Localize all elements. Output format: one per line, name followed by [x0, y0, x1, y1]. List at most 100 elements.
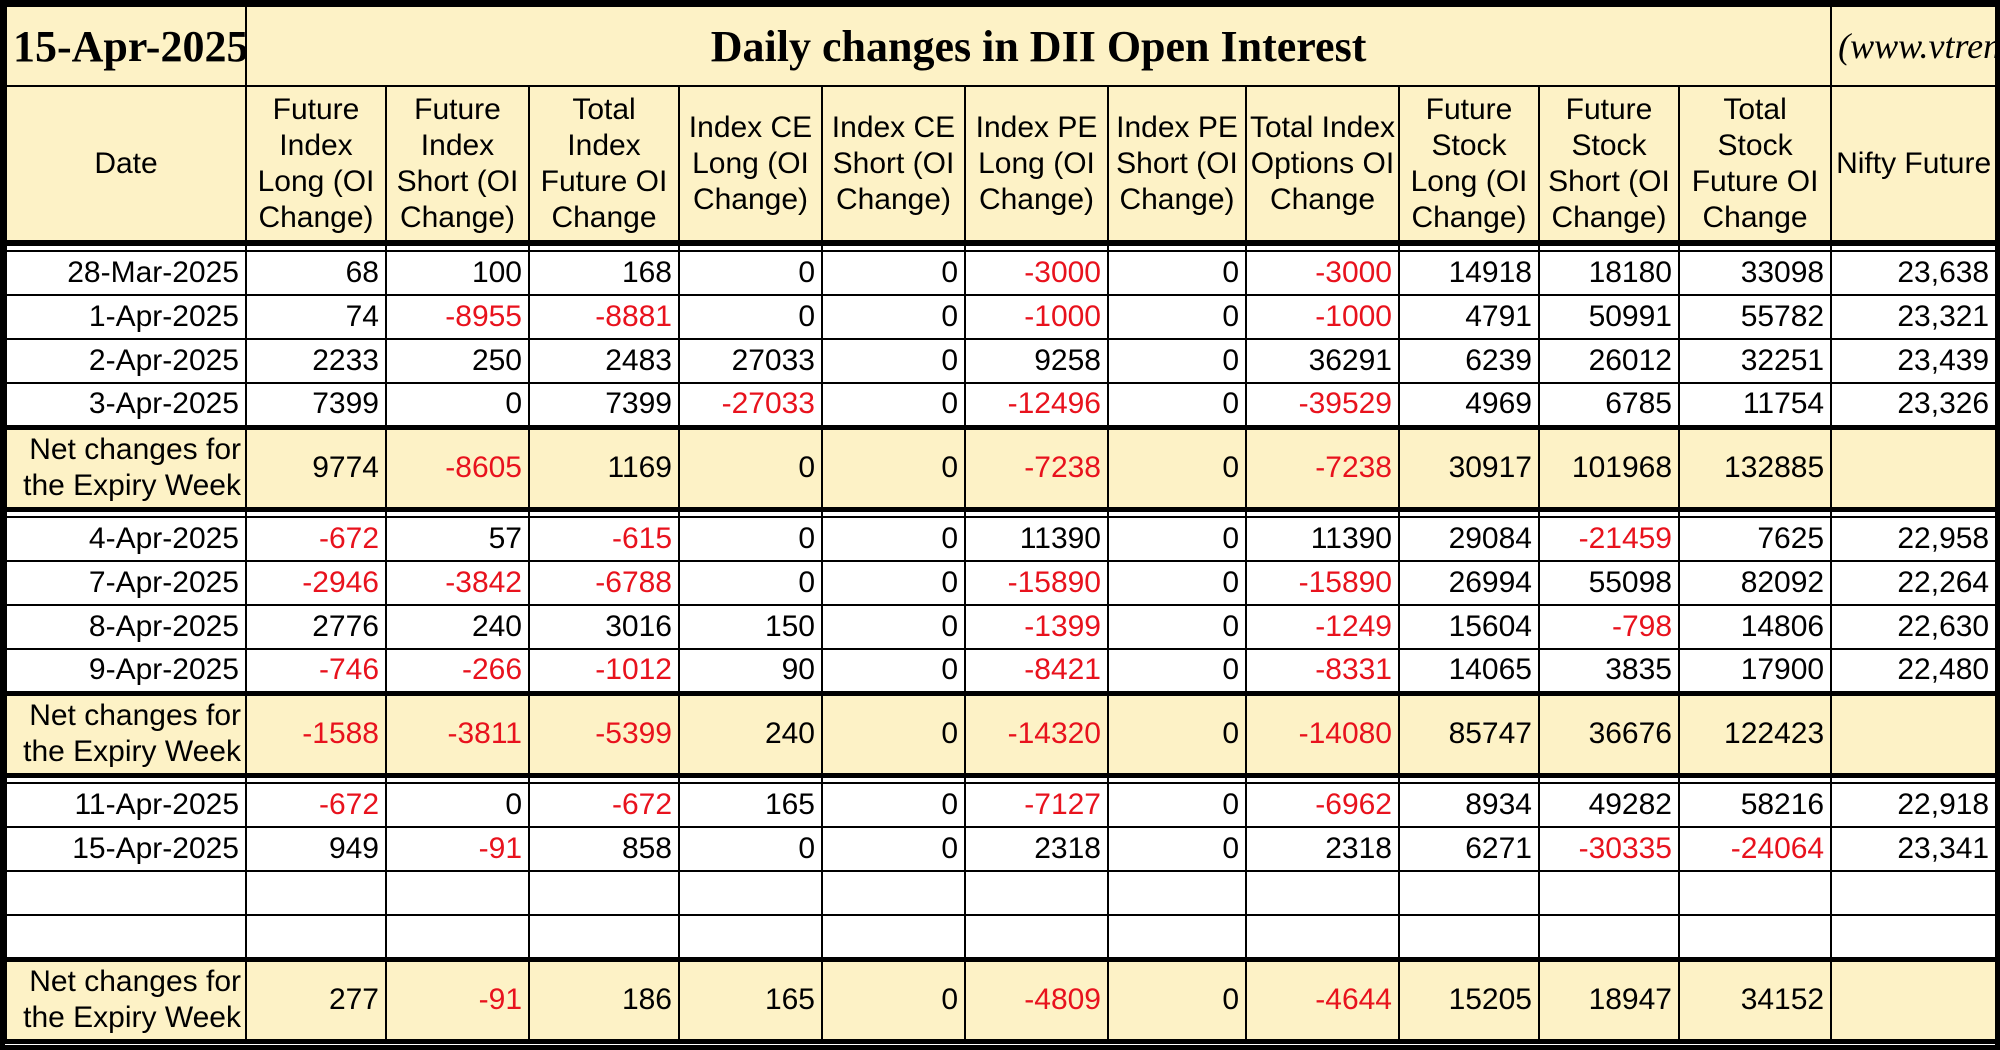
value-cell: -672	[245, 782, 387, 828]
empty-cell	[1677, 914, 1833, 960]
summary-label: Net changes for the Expiry Week	[5, 424, 247, 512]
summary-value: 277	[245, 956, 387, 1044]
table-row: 11-Apr-2025 -672 0 -672 165 0 -7127 0 -6962 8934 4…	[5, 782, 1998, 828]
value-cell: 2776	[245, 604, 387, 650]
spacer-cell	[1830, 242, 1998, 252]
value-cell: 18180	[1538, 250, 1680, 296]
summary-value: 240	[678, 690, 823, 778]
value-cell: 0	[821, 338, 966, 384]
value-cell: -39529	[1245, 382, 1400, 428]
value-cell: 9258	[964, 338, 1109, 384]
column-header: Index CE Long (OI Change)	[678, 85, 823, 246]
value-cell: 165	[678, 782, 823, 828]
value-cell: 29084	[1398, 516, 1540, 562]
spacer-cell	[678, 774, 823, 784]
value-cell: 0	[821, 250, 966, 296]
value-cell: 7399	[245, 382, 387, 428]
date-cell: 1-Apr-2025	[5, 294, 247, 340]
value-cell: -8421	[964, 648, 1109, 694]
value-cell: 15604	[1398, 604, 1540, 650]
spacer-row	[5, 242, 1998, 252]
value-cell: 858	[528, 826, 680, 872]
value-cell: 0	[678, 826, 823, 872]
value-cell: -1000	[1245, 294, 1400, 340]
spacer-cell	[528, 242, 680, 252]
summary-value: -4809	[964, 956, 1109, 1044]
value-cell: 0	[678, 560, 823, 606]
expiry-week-summary-row: Net changes for the Expiry Week 9774 -8605…	[5, 424, 1998, 512]
summary-value: 0	[1107, 956, 1247, 1044]
empty-cell	[821, 870, 966, 916]
date-cell: 11-Apr-2025	[5, 782, 247, 828]
value-cell: 90	[678, 648, 823, 694]
spacer-cell	[5, 508, 247, 518]
value-cell: 0	[821, 382, 966, 428]
empty-cell	[5, 914, 247, 960]
value-cell: 33098	[1677, 250, 1833, 296]
value-cell: 49282	[1538, 782, 1680, 828]
value-cell: -6962	[1245, 782, 1400, 828]
empty-cell	[821, 914, 966, 960]
value-cell: -798	[1538, 604, 1680, 650]
empty-cell	[385, 870, 530, 916]
table-row: 15-Apr-2025 949 -91 858 0 0 2318 0 2318 6271 -3033…	[5, 826, 1998, 872]
column-header: Date	[5, 85, 247, 246]
page-title: Daily changes in DII Open Interest	[244, 5, 1833, 87]
table-row: 9-Apr-2025 -746 -266 -1012 90 0 -8421 0 -8331 140…	[5, 648, 1998, 694]
empty-cell	[1245, 870, 1400, 916]
summary-value: -14320	[964, 690, 1109, 778]
value-cell: 23,638	[1830, 250, 1998, 296]
value-cell: 22,264	[1830, 560, 1998, 606]
value-cell: 3835	[1538, 648, 1680, 694]
empty-cell	[964, 914, 1109, 960]
summary-value	[1830, 424, 1998, 512]
table-row: 4-Apr-2025 -672 57 -615 0 0 11390 0 11390 29084 -2…	[5, 516, 1998, 562]
value-cell: 0	[1107, 382, 1247, 428]
empty-cell	[678, 914, 823, 960]
summary-value: 18947	[1538, 956, 1680, 1044]
spacer-cell	[1245, 242, 1400, 252]
spacer-cell	[245, 508, 387, 518]
expiry-week-summary-row: Net changes for the Expiry Week -1588 -381…	[5, 690, 1998, 778]
spacer-cell	[1245, 774, 1400, 784]
value-cell: -30335	[1538, 826, 1680, 872]
value-cell: 22,958	[1830, 516, 1998, 562]
summary-label: Net changes for the Expiry Week	[5, 690, 247, 778]
value-cell: 23,341	[1830, 826, 1998, 872]
value-cell: -21459	[1538, 516, 1680, 562]
column-header: Total Index Options OI Change	[1245, 85, 1400, 246]
value-cell: -746	[245, 648, 387, 694]
value-cell: 0	[821, 648, 966, 694]
spacer-cell	[1538, 242, 1680, 252]
value-cell: -15890	[1245, 560, 1400, 606]
value-cell: -3000	[964, 250, 1109, 296]
spacer-cell	[5, 774, 247, 784]
empty-cell	[1538, 914, 1680, 960]
empty-cell	[678, 870, 823, 916]
column-header: Future Stock Short (OI Change)	[1538, 85, 1680, 246]
value-cell: 55782	[1677, 294, 1833, 340]
spacer-cell	[385, 774, 530, 784]
value-cell: -7127	[964, 782, 1109, 828]
value-cell: 2318	[1245, 826, 1400, 872]
value-cell: 36291	[1245, 338, 1400, 384]
value-cell: 23,439	[1830, 338, 1998, 384]
spacer-cell	[245, 242, 387, 252]
column-header: Future Stock Long (OI Change)	[1398, 85, 1540, 246]
spacer-cell	[1107, 774, 1247, 784]
value-cell: 58216	[1677, 782, 1833, 828]
value-cell: 0	[385, 782, 530, 828]
spacer-row	[5, 774, 1998, 784]
value-cell: -12496	[964, 382, 1109, 428]
value-cell: 11390	[964, 516, 1109, 562]
summary-value: -3811	[385, 690, 530, 778]
summary-value: 0	[821, 424, 966, 512]
spacer-cell	[678, 508, 823, 518]
date-cell: 8-Apr-2025	[5, 604, 247, 650]
summary-value: -7238	[1245, 424, 1400, 512]
summary-value: 101968	[1538, 424, 1680, 512]
empty-row	[5, 870, 1998, 916]
spacer-row	[5, 508, 1998, 518]
date-cell: 3-Apr-2025	[5, 382, 247, 428]
value-cell: 11390	[1245, 516, 1400, 562]
